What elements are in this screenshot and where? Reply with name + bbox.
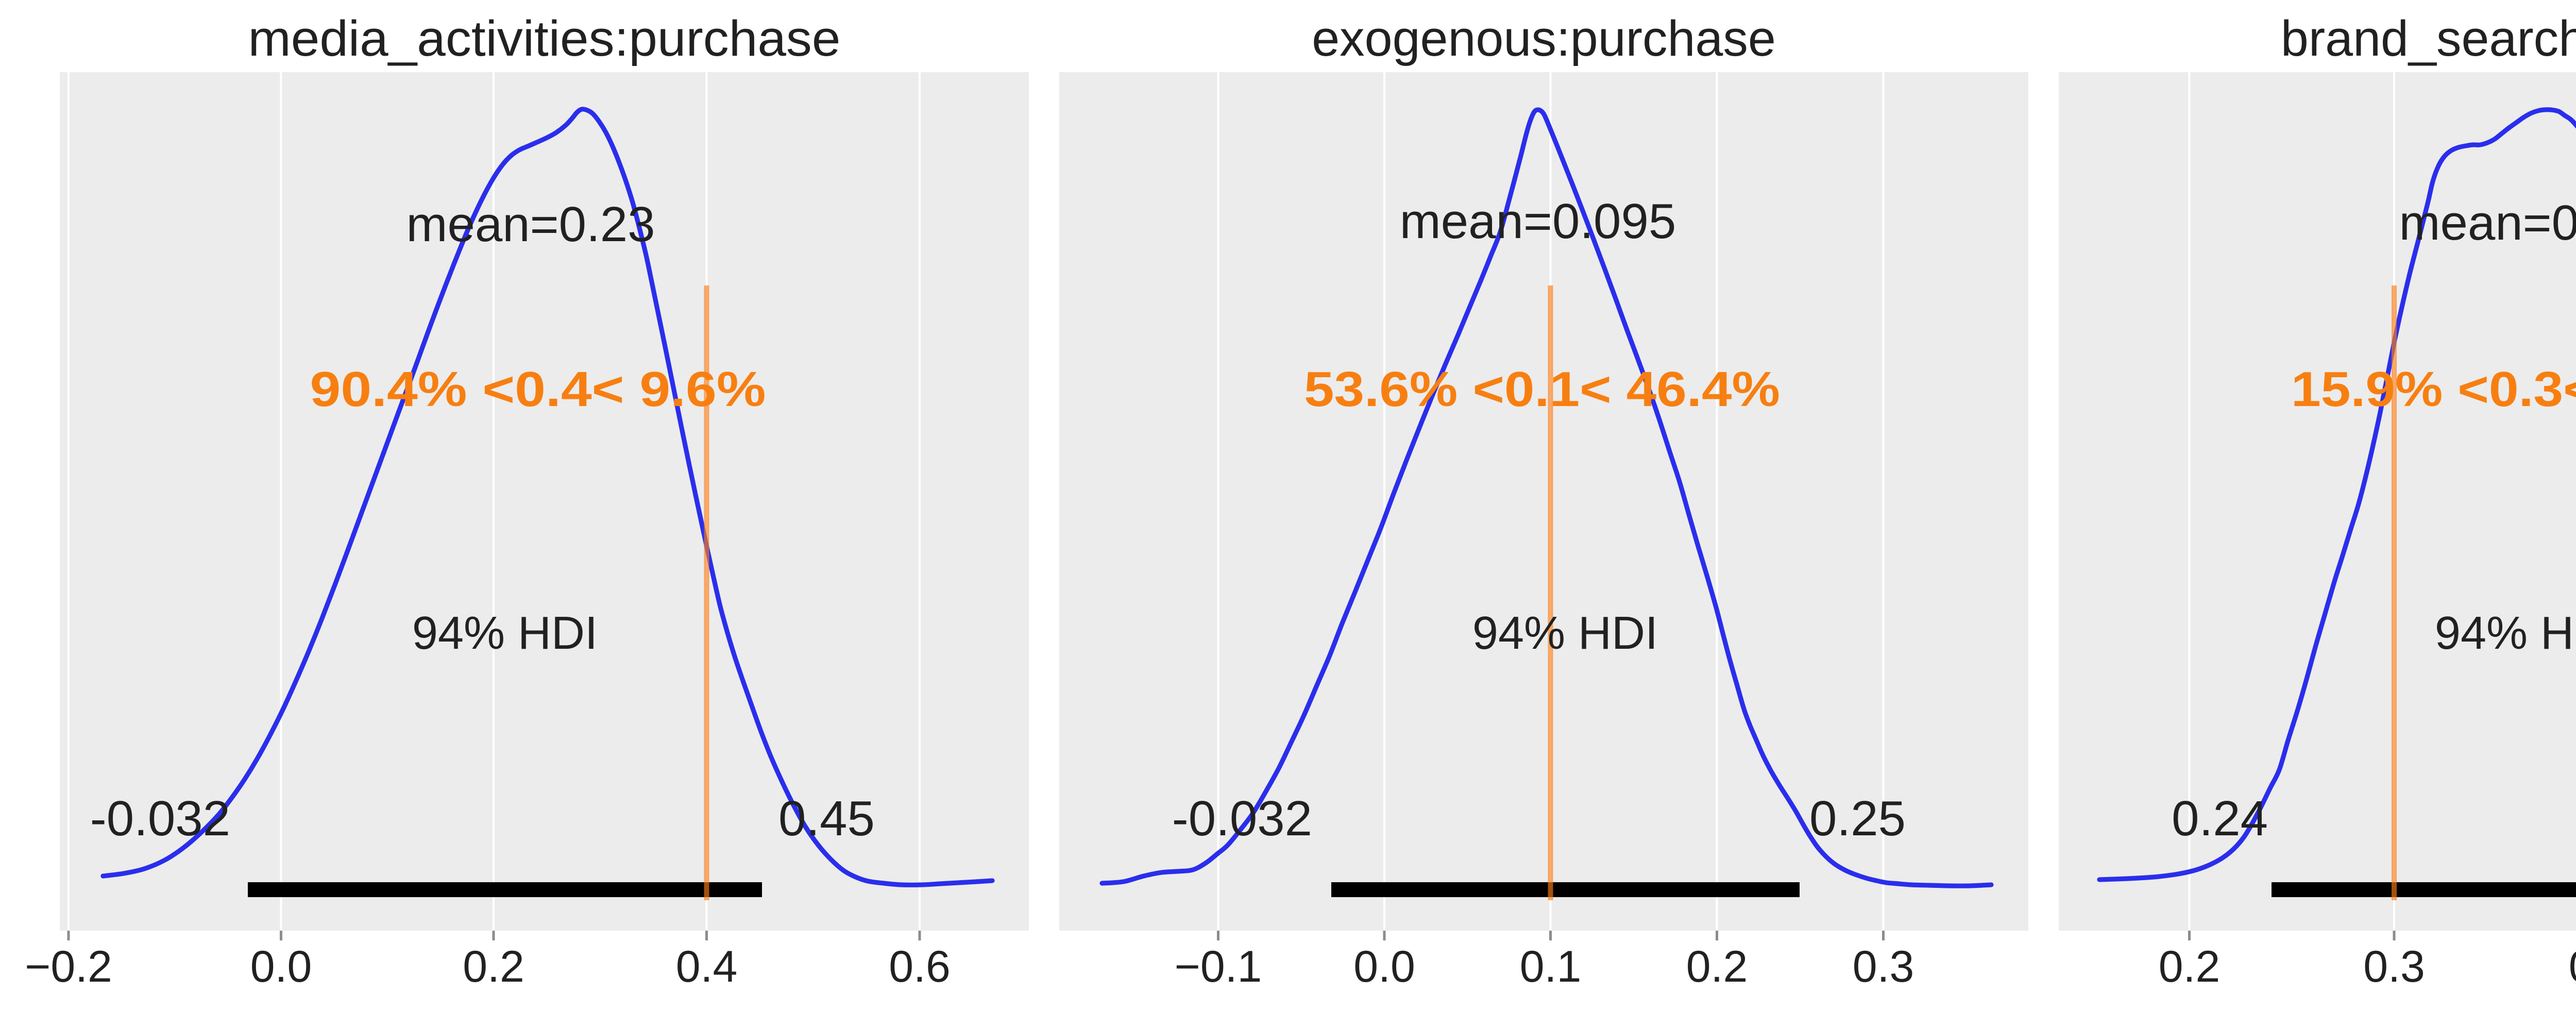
svg-text:brand_search:purchase: brand_search:purchase (2281, 10, 2576, 66)
svg-text:0.3: 0.3 (1853, 942, 1914, 991)
svg-text:90.4% <0.4< 9.6%: 90.4% <0.4< 9.6% (310, 362, 766, 417)
svg-text:0.2: 0.2 (2159, 942, 2221, 991)
svg-text:mean=0.095: mean=0.095 (1400, 194, 1676, 249)
svg-text:0.0: 0.0 (1353, 942, 1415, 991)
svg-text:0.45: 0.45 (778, 791, 875, 846)
svg-text:94% HDI: 94% HDI (412, 608, 598, 659)
svg-text:0.6: 0.6 (889, 942, 951, 991)
svg-text:94% HDI: 94% HDI (1472, 608, 1658, 659)
svg-text:53.6% <0.1< 46.4%: 53.6% <0.1< 46.4% (1304, 362, 1780, 417)
svg-text:−0.2: −0.2 (25, 942, 112, 991)
svg-text:0.4: 0.4 (676, 942, 738, 991)
svg-text:-0.032: -0.032 (1172, 791, 1312, 846)
svg-text:0.4: 0.4 (2569, 942, 2576, 991)
svg-text:0.1: 0.1 (1520, 942, 1582, 991)
svg-text:15.9% <0.3< 84.1%: 15.9% <0.3< 84.1% (2291, 362, 2576, 417)
svg-text:0.2: 0.2 (1686, 942, 1748, 991)
svg-text:0.25: 0.25 (1809, 791, 1906, 846)
svg-text:0.2: 0.2 (463, 942, 524, 991)
svg-text:mean=0.36: mean=0.36 (2399, 195, 2576, 250)
svg-text:0.3: 0.3 (2363, 942, 2425, 991)
svg-text:0.0: 0.0 (250, 942, 312, 991)
svg-text:−0.1: −0.1 (1175, 942, 1262, 991)
svg-text:94% HDI: 94% HDI (2435, 608, 2576, 659)
svg-text:mean=0.23: mean=0.23 (406, 197, 655, 252)
svg-text:exogenous:purchase: exogenous:purchase (1312, 10, 1776, 66)
svg-text:-0.032: -0.032 (90, 791, 230, 846)
svg-text:media_activities:purchase: media_activities:purchase (248, 10, 841, 66)
svg-text:0.24: 0.24 (2172, 791, 2268, 846)
